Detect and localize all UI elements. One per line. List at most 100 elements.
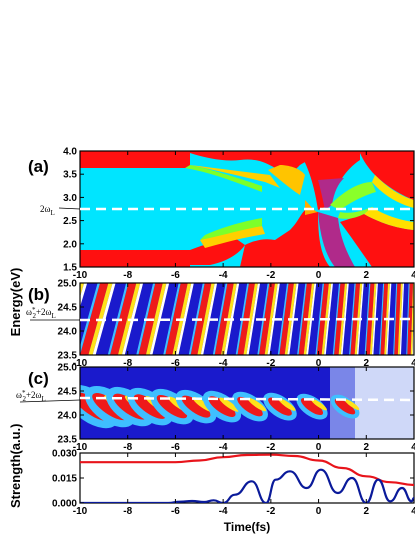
panel-b-label: (b): [28, 285, 50, 304]
fringe-yellow: [145, 283, 167, 355]
fringe-red: [258, 283, 275, 355]
blob-yellow: [219, 397, 239, 412]
blob-yellow: [247, 397, 267, 412]
panel-c: -10 -8 -6 -4 -2 0 2 4 23.5 24.0 24.5 25.0 (c) ω* 2+2…: [16, 363, 415, 454]
y-axis-label-strength: Strength(a.u.): [8, 424, 23, 509]
panel-b: -10 -8 -6 -4 -2 0 2 4 23.5 24.0 24.5 25.0 (b) ω* 2+2…: [26, 279, 415, 370]
blob-red: [334, 398, 356, 415]
fringe-red: [279, 283, 294, 355]
fringe-yellow: [243, 283, 258, 355]
x-tick-label: -4: [219, 442, 228, 453]
x-tick-label: 0: [316, 442, 322, 453]
panel-c-annotation-pointer: [19, 399, 81, 403]
x-tick-label: -6: [171, 442, 180, 453]
panel-c-dashed-line: [79, 396, 415, 402]
x-tick-label: 0: [316, 358, 322, 369]
y-tick-label: 2.0: [63, 239, 77, 250]
panel-d-ticks: -10 -8 -6 -4 -2 0 2 4 0.000 0.015 0.030: [52, 449, 415, 518]
blob-red: [133, 394, 167, 419]
fringe-cyan: [277, 283, 289, 355]
x-tick-label: 4: [411, 358, 415, 369]
x-tick-label: 0: [316, 270, 322, 281]
fringe-cyan: [393, 283, 398, 355]
blob-red: [268, 397, 292, 416]
x-axis-label: Time(fs): [224, 520, 270, 534]
x-tick-label: -10: [73, 442, 88, 453]
x-tick-label: -8: [123, 358, 132, 369]
y-tick-label: 0.030: [52, 449, 77, 460]
x-tick-label: -10: [73, 506, 88, 517]
x-tick-label: -8: [123, 506, 132, 517]
y-tick-label: 24.5: [58, 387, 78, 398]
x-tick-label: 4: [411, 506, 415, 517]
x-tick-label: -2: [266, 358, 275, 369]
x-tick-label: 2: [364, 506, 370, 517]
panel-c-label: (c): [28, 369, 49, 388]
panel-b-dashed-line: [79, 317, 415, 322]
x-tick-label: -2: [266, 442, 275, 453]
x-tick-label: 0: [316, 506, 322, 517]
fringe-red: [80, 283, 109, 355]
y-tick-label: 24.5: [58, 303, 78, 314]
y-tick-label: 0.015: [52, 474, 77, 485]
x-tick-label: 2: [364, 270, 370, 281]
fringe-yellow: [264, 283, 278, 355]
panel-b-ticks: -10 -8 -6 -4 -2 0 2 4 23.5 24.0 24.5 25.0: [58, 279, 415, 370]
panel-a-annotation-pointer: [58, 207, 81, 210]
x-tick-label: 4: [411, 270, 415, 281]
y-tick-label: 2.5: [63, 216, 77, 227]
x-tick-label: -6: [171, 270, 180, 281]
x-tick-label: 2: [364, 358, 370, 369]
blob-red: [156, 394, 188, 419]
fringe-red: [110, 283, 137, 355]
panel-c-annotation: ω* 2+2ωL: [16, 389, 46, 403]
fringe-yellow: [410, 283, 414, 355]
panel-c-fringes: [80, 384, 360, 429]
y-tick-label: 24.0: [58, 411, 78, 422]
panel-d: -10 -8 -6 -4 -2 0 2 4 0.000 0.015 0.030 Time(fs) S…: [8, 424, 415, 535]
x-tick-label: -10: [73, 270, 88, 281]
blob-red: [181, 395, 211, 418]
y-tick-label: 1.5: [63, 263, 77, 274]
panel-a-ticks: -10 -8 -6 -4 -2 0 2 4 1.5 2.0 2.5 3.0 3.5 4.0: [63, 147, 415, 282]
panel-a-annotation: 2ωL: [40, 204, 55, 217]
blob-yellow: [311, 398, 327, 411]
fringe-white: [246, 283, 261, 355]
blob-red: [208, 396, 236, 417]
fringe-cyan: [297, 283, 307, 355]
fringe-cyan: [379, 283, 385, 355]
fringe-cyan: [163, 283, 181, 355]
x-tick-label: -2: [266, 506, 275, 517]
blob-yellow: [344, 399, 360, 410]
fringe-cyan: [364, 283, 371, 355]
x-tick-label: -4: [219, 270, 228, 281]
panel-a-label: (a): [28, 157, 49, 176]
series-line-field: [80, 468, 414, 503]
fringe-cyan: [80, 283, 100, 355]
x-tick-label: 2: [364, 442, 370, 453]
panel-b-annotation: ω* 2+2ωL: [26, 306, 56, 320]
y-tick-label: 25.0: [58, 363, 78, 374]
x-tick-label: -8: [123, 442, 132, 453]
fringe-cyan: [212, 283, 228, 355]
panel-c-ticks: -10 -8 -6 -4 -2 0 2 4 23.5 24.0 24.5 25.0: [58, 363, 415, 454]
panel-a: -10 -8 -6 -4 -2 0 2 4 1.5 2.0 2.5 3.0 3.5 4.0 (a) 2ωL: [28, 147, 415, 282]
fringe-white: [149, 283, 170, 355]
y-tick-label: 0.000: [52, 499, 77, 510]
x-tick-label: -4: [219, 506, 228, 517]
panel-a-heatmap: [80, 151, 414, 267]
x-tick-label: -10: [73, 358, 88, 369]
blob-yellow: [278, 398, 296, 411]
y-tick-label: 25.0: [58, 279, 78, 290]
y-tick-label: 23.5: [58, 351, 78, 362]
x-tick-label: -6: [171, 358, 180, 369]
y-axis-label-energy: Energy(eV): [8, 268, 23, 337]
fringe-red: [407, 283, 414, 355]
panel-c-heatmap: [80, 367, 414, 439]
y-tick-label: 3.5: [63, 170, 77, 181]
fringe-cyan: [315, 283, 325, 355]
y-tick-label: 24.0: [58, 327, 78, 338]
x-tick-label: -6: [171, 506, 180, 517]
x-tick-label: -8: [123, 270, 132, 281]
